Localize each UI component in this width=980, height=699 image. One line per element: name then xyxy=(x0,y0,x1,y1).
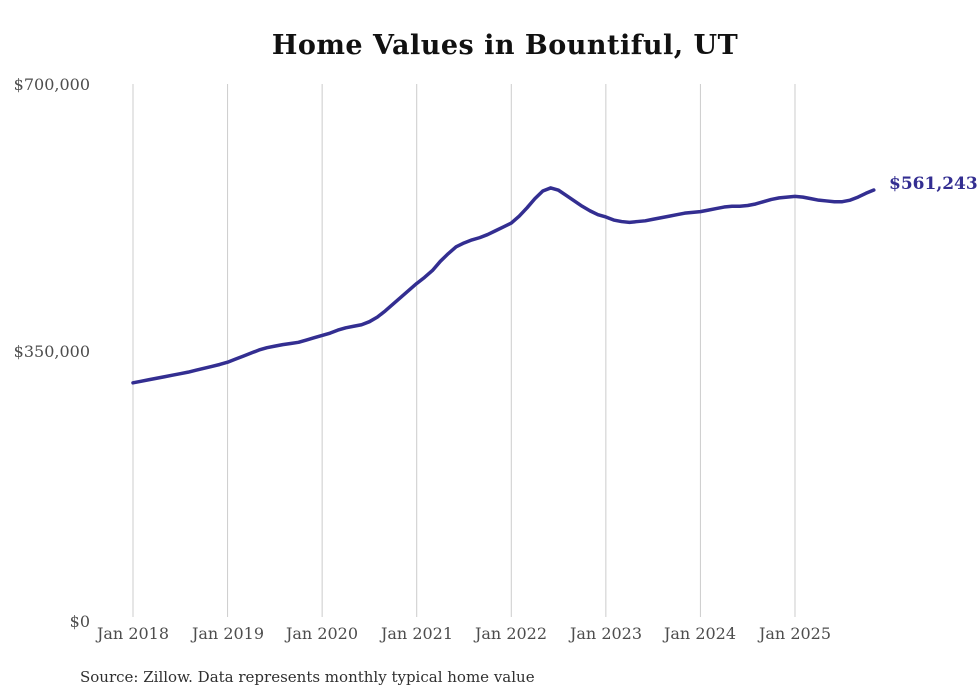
source-note: Source: Zillow. Data represents monthly … xyxy=(80,668,535,686)
y-axis-label-350000: $350,000 xyxy=(13,342,90,361)
x-axis-label-jan-2025: Jan 2025 xyxy=(758,624,832,643)
y-axis-label-700000: $700,000 xyxy=(13,75,90,94)
y-axis-label-0: $0 xyxy=(69,612,90,631)
x-axis-label-jan-2020: Jan 2020 xyxy=(285,624,359,643)
x-axis-label-jan-2021: Jan 2021 xyxy=(380,624,454,643)
x-axis-label-jan-2022: Jan 2022 xyxy=(474,624,548,643)
chart-title: Home Values in Bountiful, UT xyxy=(271,30,739,61)
x-axis-label-jan-2023: Jan 2023 xyxy=(569,624,643,643)
x-axis-label-jan-2019: Jan 2019 xyxy=(191,624,265,643)
x-axis-label-jan-2024: Jan 2024 xyxy=(663,624,737,643)
home-value-line xyxy=(131,186,876,385)
current-value-label: $561,243 xyxy=(889,174,978,194)
x-axis-label-jan-2018: Jan 2018 xyxy=(96,624,170,643)
